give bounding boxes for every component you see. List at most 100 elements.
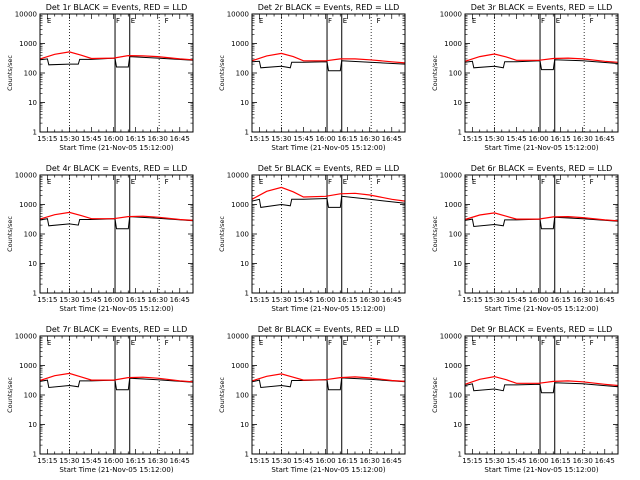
marker-letter: E bbox=[259, 339, 263, 347]
marker-letter: F bbox=[116, 178, 120, 186]
y-axis-label: Counts/sec bbox=[218, 216, 226, 252]
lld-series-line bbox=[39, 211, 194, 221]
marker-letter: F bbox=[328, 339, 332, 347]
x-tick-label: 16:00 bbox=[103, 135, 123, 143]
y-tick-label: 1 bbox=[245, 290, 249, 298]
plot-frame bbox=[251, 335, 406, 455]
x-tick-label: 16:45 bbox=[170, 135, 190, 143]
x-tick-label: 16:00 bbox=[315, 296, 335, 304]
x-tick-label: 15:30 bbox=[484, 135, 504, 143]
y-tick-label: 10 bbox=[453, 99, 462, 107]
lld-series-line bbox=[464, 212, 619, 222]
marker-letter: F bbox=[541, 17, 545, 25]
x-tick-label: 15:15 bbox=[37, 457, 57, 465]
x-tick-label: 15:15 bbox=[249, 457, 269, 465]
marker-letter: E bbox=[47, 339, 51, 347]
lld-series-line bbox=[39, 372, 194, 383]
panel-det-9: Det 9r BLACK = Events, RED = LLD Counts/s… bbox=[431, 325, 619, 474]
x-tick-label: 15:30 bbox=[271, 135, 291, 143]
lld-series-line bbox=[251, 373, 406, 382]
x-tick-label: 16:00 bbox=[103, 296, 123, 304]
marker-letter: E bbox=[343, 178, 347, 186]
y-tick-label: 10000 bbox=[227, 333, 249, 341]
x-axis-label: Start Time (21-Nov-05 15:12:00) bbox=[271, 466, 385, 474]
panel-det-1: Det 1r BLACK = Events, RED = LLD Counts/s… bbox=[6, 3, 194, 152]
x-tick-label: 15:45 bbox=[81, 296, 101, 304]
x-tick-label: 15:30 bbox=[271, 457, 291, 465]
y-tick-label: 10000 bbox=[227, 11, 249, 19]
y-tick-label: 10 bbox=[240, 421, 249, 429]
marker-letter: F bbox=[377, 17, 381, 25]
panel-title: Det 8r BLACK = Events, RED = LLD bbox=[258, 325, 400, 334]
x-tick-label: 16:00 bbox=[528, 135, 548, 143]
panel-det-4: Det 4r BLACK = Events, RED = LLD Counts/s… bbox=[6, 164, 194, 313]
x-tick-label: 15:15 bbox=[37, 296, 57, 304]
x-tick-label: 15:15 bbox=[462, 135, 482, 143]
x-tick-label: 16:45 bbox=[595, 296, 615, 304]
x-tick-label: 15:45 bbox=[293, 296, 313, 304]
x-tick-label: 16:30 bbox=[148, 296, 168, 304]
y-tick-label: 10000 bbox=[15, 333, 37, 341]
events-series-line bbox=[39, 56, 194, 68]
y-tick-label: 1 bbox=[33, 451, 37, 459]
panel-det-3: Det 3r BLACK = Events, RED = LLD Counts/s… bbox=[431, 3, 619, 152]
x-tick-label: 15:30 bbox=[271, 296, 291, 304]
y-tick-label: 10000 bbox=[440, 333, 462, 341]
plot-frame bbox=[464, 174, 619, 294]
marker-letter: E bbox=[343, 339, 347, 347]
x-tick-label: 16:15 bbox=[338, 135, 358, 143]
y-axis-label: Counts/sec bbox=[6, 55, 14, 91]
x-tick-label: 16:45 bbox=[382, 296, 402, 304]
marker-letter: F bbox=[590, 178, 594, 186]
y-tick-label: 100 bbox=[236, 231, 249, 239]
y-tick-label: 10 bbox=[28, 99, 37, 107]
x-axis-label: Start Time (21-Nov-05 15:12:00) bbox=[484, 305, 598, 313]
panel-det-8: Det 8r BLACK = Events, RED = LLD Counts/s… bbox=[218, 325, 406, 474]
marker-letter: E bbox=[131, 178, 135, 186]
y-tick-label: 10000 bbox=[15, 172, 37, 180]
y-tick-label: 10 bbox=[240, 260, 249, 268]
x-tick-label: 16:30 bbox=[148, 457, 168, 465]
lld-series-line bbox=[464, 53, 619, 63]
marker-letter: F bbox=[377, 178, 381, 186]
marker-letter: F bbox=[165, 178, 169, 186]
x-tick-label: 16:30 bbox=[360, 135, 380, 143]
x-tick-label: 15:45 bbox=[506, 135, 526, 143]
x-tick-label: 16:30 bbox=[360, 457, 380, 465]
x-tick-label: 16:45 bbox=[170, 457, 190, 465]
x-tick-label: 16:15 bbox=[338, 457, 358, 465]
plot-frame bbox=[39, 13, 194, 133]
marker-letter: F bbox=[165, 17, 169, 25]
x-tick-label: 16:00 bbox=[528, 457, 548, 465]
marker-letter: F bbox=[328, 17, 332, 25]
y-axis-label: Counts/sec bbox=[6, 216, 14, 252]
x-tick-label: 16:00 bbox=[103, 457, 123, 465]
y-tick-label: 1000 bbox=[231, 362, 249, 370]
y-tick-label: 10 bbox=[453, 421, 462, 429]
panel-title: Det 5r BLACK = Events, RED = LLD bbox=[258, 164, 400, 173]
x-axis-label: Start Time (21-Nov-05 15:12:00) bbox=[59, 466, 173, 474]
y-tick-label: 1 bbox=[33, 290, 37, 298]
events-series-line bbox=[251, 60, 406, 72]
marker-letter: E bbox=[556, 17, 560, 25]
x-axis-label: Start Time (21-Nov-05 15:12:00) bbox=[59, 305, 173, 313]
lld-series-line bbox=[251, 186, 406, 202]
x-tick-label: 16:15 bbox=[338, 296, 358, 304]
x-tick-label: 15:30 bbox=[59, 135, 79, 143]
x-tick-label: 16:30 bbox=[360, 296, 380, 304]
events-series-line bbox=[39, 377, 194, 391]
y-tick-label: 100 bbox=[24, 231, 37, 239]
y-tick-label: 100 bbox=[449, 392, 462, 400]
x-tick-label: 16:00 bbox=[315, 457, 335, 465]
y-tick-label: 1000 bbox=[231, 201, 249, 209]
marker-letter: F bbox=[590, 339, 594, 347]
marker-letter: E bbox=[556, 339, 560, 347]
marker-letter: F bbox=[377, 339, 381, 347]
panel-det-5: Det 5r BLACK = Events, RED = LLD Counts/s… bbox=[218, 164, 406, 313]
marker-letter: F bbox=[165, 339, 169, 347]
marker-letter: E bbox=[343, 17, 347, 25]
marker-letter: F bbox=[328, 178, 332, 186]
x-tick-label: 15:30 bbox=[484, 296, 504, 304]
marker-letter: E bbox=[472, 17, 476, 25]
